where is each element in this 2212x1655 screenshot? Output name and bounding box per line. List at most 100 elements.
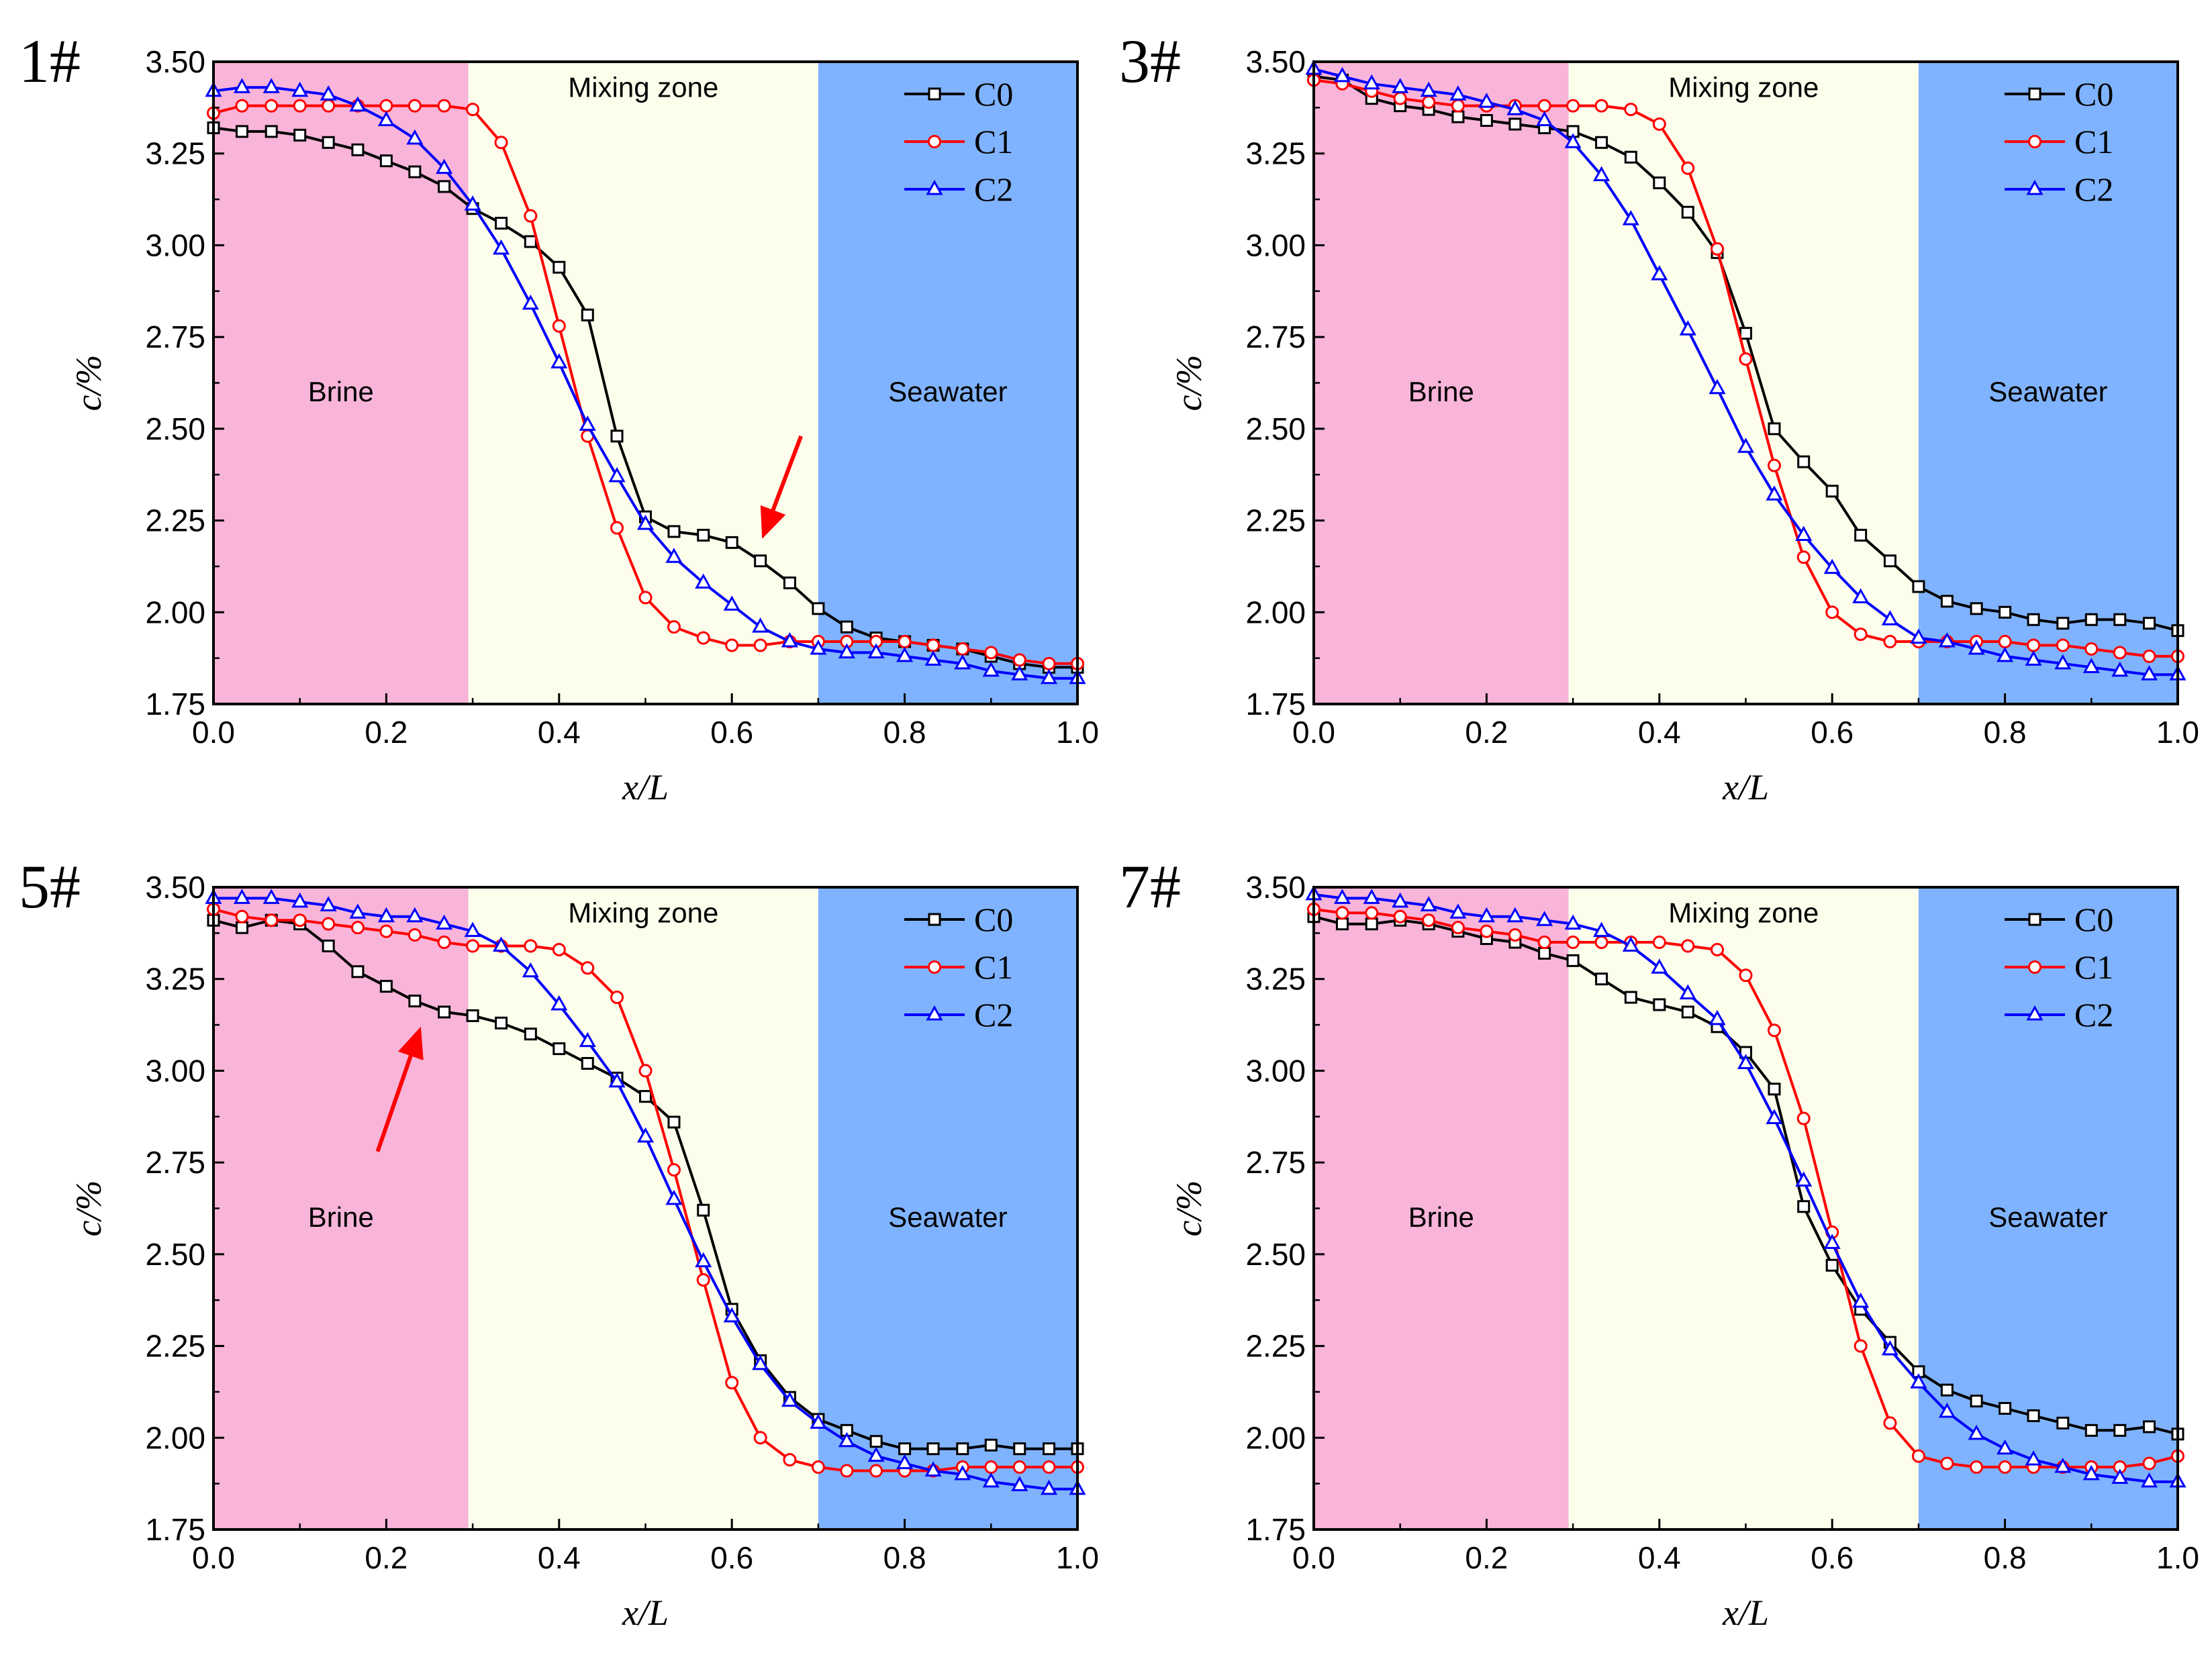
arrow-head: [760, 505, 786, 539]
region-brine: [213, 887, 469, 1529]
data-point: [233, 78, 251, 93]
x-tick-label: 0.8: [1984, 715, 2027, 750]
y-tick-label: 3.50: [1245, 44, 1306, 79]
data-point: [262, 889, 280, 904]
legend-marker: [2028, 87, 2041, 101]
x-axis-title: x/L: [622, 767, 669, 807]
y-tick-label: 2.25: [1245, 503, 1306, 538]
data-point: [495, 1016, 508, 1030]
data-point: [869, 1464, 883, 1478]
region-mixing-zone: [468, 887, 818, 1529]
data-point: [896, 1454, 914, 1470]
y-axis-title: c/%: [68, 355, 109, 411]
data-point: [1536, 911, 1553, 926]
y-axis: 1.75 2.00 2.25 2.50 2.75 3.00 3.25 3.50: [145, 870, 224, 1547]
data-point: [1883, 554, 1896, 568]
x-tick-label: 0.0: [1292, 715, 1335, 750]
data-point: [1651, 265, 1668, 281]
data-point: [1478, 907, 1495, 923]
data-point: [954, 654, 971, 670]
data-point: [350, 921, 365, 935]
legend-marker: [928, 960, 941, 974]
data-point: [581, 961, 595, 975]
y-tick-label: 2.00: [1245, 595, 1306, 630]
y-tick-label: 3.00: [1245, 1053, 1306, 1088]
data-point: [379, 99, 393, 113]
legend-marker: [2028, 913, 2041, 926]
data-point: [1451, 110, 1465, 123]
data-point: [667, 620, 681, 634]
data-point: [436, 914, 453, 930]
data-point: [2084, 642, 2099, 656]
y-tick-label: 2.00: [1245, 1420, 1306, 1455]
x-axis: 0.0 0.2 0.4 0.6 0.8 1.0: [1292, 1519, 2199, 1575]
region-label-brine: Brine: [308, 1201, 374, 1233]
data-point: [608, 1072, 626, 1088]
data-point: [466, 1009, 479, 1022]
y-tick-label: 1.75: [145, 687, 205, 721]
y-tick-label: 3.25: [1245, 136, 1306, 171]
data-point: [1593, 166, 1610, 182]
data-point: [1652, 117, 1666, 131]
data-point: [1012, 653, 1026, 667]
legend-label-c0: C0: [974, 901, 1013, 938]
y-axis: 1.75 2.00 2.25 2.50 2.75 3.00 3.25 3.50: [145, 44, 224, 721]
annotation-arrow: [375, 1026, 424, 1152]
data-point: [1595, 972, 1608, 986]
data-point: [1997, 1439, 2014, 1455]
data-point: [810, 639, 827, 655]
data-point: [293, 128, 307, 142]
data-point: [1968, 639, 1985, 655]
data-point: [1363, 74, 1380, 90]
data-point: [725, 1376, 739, 1390]
legend-marker: [926, 179, 943, 195]
data-point: [1768, 422, 1781, 436]
data-point: [1566, 954, 1580, 967]
y-axis-title: c/%: [1169, 355, 1209, 411]
data-point: [1335, 906, 1349, 920]
x-tick-label: 0.8: [1984, 1540, 2027, 1575]
data-point: [379, 980, 393, 993]
data-point: [1536, 111, 1553, 126]
data-point: [377, 111, 395, 126]
region-label-mixing-zone: Mixing zone: [568, 71, 718, 103]
data-point: [1970, 1460, 1984, 1474]
y-tick-label: 2.75: [145, 319, 205, 354]
x-tick-label: 1.0: [1056, 1540, 1099, 1575]
data-point: [636, 514, 655, 530]
data-point: [753, 1431, 767, 1445]
data-point: [924, 1461, 942, 1477]
legend-marker: [926, 1005, 943, 1021]
data-point: [1393, 909, 1407, 923]
legend-label-c1: C1: [2074, 123, 2113, 160]
data-point: [725, 638, 739, 652]
y-axis: 1.75 2.00 2.25 2.50 2.75 3.00 3.25 3.50: [1245, 870, 1325, 1547]
data-point: [1622, 210, 1639, 225]
data-point: [1333, 889, 1351, 904]
region-brine: [1314, 62, 1569, 704]
data-point: [982, 1472, 1000, 1488]
data-point: [320, 85, 337, 101]
data-point: [1478, 93, 1495, 108]
data-point: [235, 125, 248, 138]
data-point: [2027, 613, 2040, 626]
data-point: [1595, 136, 1608, 149]
data-point: [1854, 528, 1868, 542]
y-tick-label: 2.75: [145, 1145, 205, 1180]
data-point: [696, 631, 710, 645]
data-point: [1679, 984, 1696, 1000]
data-point: [812, 602, 825, 615]
data-point: [1042, 656, 1056, 670]
chart-panel-4: Brine Mixing zone Seawater C0 C1 C2 1.75 2.00 2.…: [1119, 852, 2199, 1633]
data-point: [1422, 913, 1436, 927]
data-point: [1392, 78, 1409, 93]
data-point: [1737, 1054, 1755, 1069]
data-point: [924, 650, 942, 666]
data-point: [752, 1354, 769, 1370]
data-point: [291, 81, 309, 97]
data-point: [1365, 906, 1379, 920]
data-point: [1767, 458, 1781, 472]
data-point: [838, 1432, 855, 1448]
data-point: [1881, 610, 1898, 625]
